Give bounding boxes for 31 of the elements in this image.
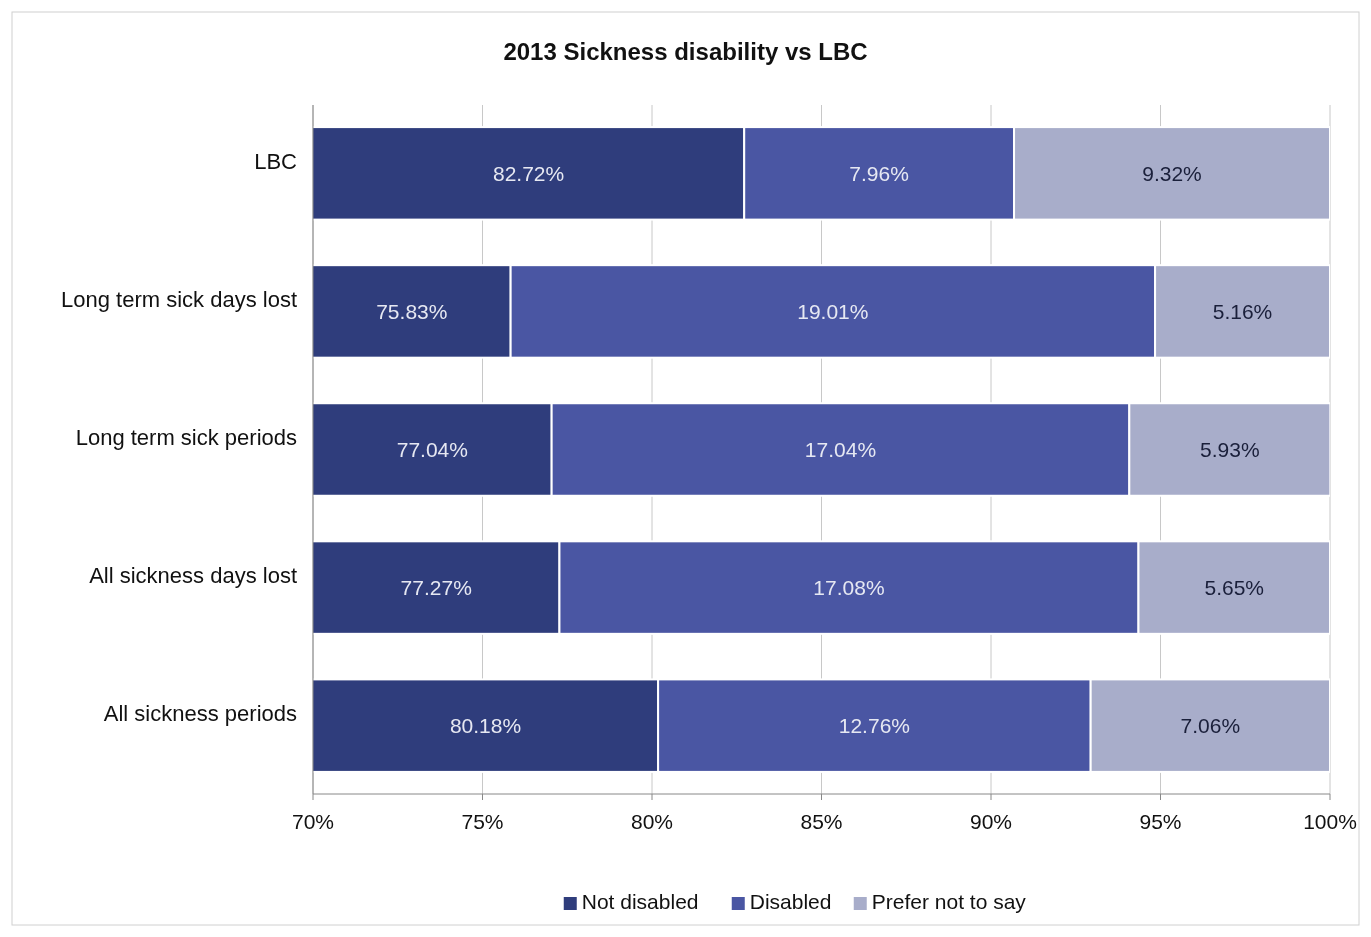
data-label: 5.93% — [1200, 437, 1260, 461]
data-label: 82.72% — [492, 161, 565, 185]
legend-label: Disabled — [749, 890, 832, 913]
x-tick-label: 95% — [1139, 810, 1182, 833]
x-tick-label: 70% — [291, 810, 335, 833]
data-label: 17.08% — [813, 575, 885, 599]
data-label: 77.04% — [396, 437, 468, 461]
data-label: 17.04% — [804, 437, 877, 461]
data-label: 75.83% — [376, 299, 448, 323]
y-tick-label: Long term sick periods — [75, 425, 297, 451]
data-label: 9.32% — [1142, 161, 1202, 185]
x-tick-label: 75% — [461, 810, 504, 833]
chart-title: 2013 Sickness disability vs LBC — [503, 38, 868, 65]
data-label: 5.16% — [1212, 299, 1273, 323]
data-label: 80.18% — [449, 714, 522, 737]
data-label: 19.01% — [797, 299, 869, 323]
x-tick-label: 90% — [969, 810, 1013, 833]
legend-label: Not disabled — [581, 890, 699, 913]
x-tick-label: 100% — [1303, 810, 1357, 833]
y-tick-label: LBC — [254, 149, 298, 175]
y-tick-label: All sickness days lost — [89, 563, 297, 589]
data-label: 77.27% — [400, 575, 472, 599]
data-label: 12.76% — [838, 714, 910, 737]
y-tick-label: Long term sick days lost — [61, 287, 297, 313]
data-label: 7.06% — [1180, 714, 1241, 737]
x-tick-label: 85% — [800, 810, 843, 833]
data-label: 7.96% — [849, 161, 909, 185]
x-tick-label: 80% — [630, 810, 674, 833]
data-label: 5.65% — [1204, 575, 1265, 599]
y-tick-label: All sickness periods — [103, 701, 297, 727]
legend-label: Prefer not to say — [871, 890, 1027, 913]
